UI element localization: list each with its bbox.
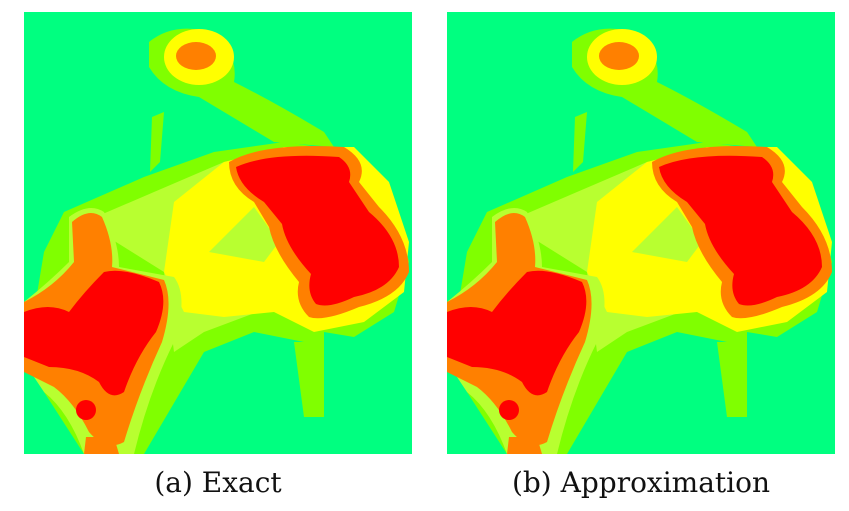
heat-region-15 [499, 400, 519, 420]
heatmap-approximation-image [447, 12, 835, 454]
heat-region-6 [294, 342, 324, 417]
heat-region-14 [24, 270, 164, 396]
heat-region-16 [84, 437, 119, 454]
caption-approximation: (b) Approximation [511, 466, 771, 499]
heat-region-11 [659, 155, 822, 306]
heat-region-5 [573, 112, 587, 172]
heatmap-exact [24, 12, 412, 454]
heat-region-9 [209, 207, 279, 262]
heat-region-9 [632, 207, 702, 262]
heat-region-4 [176, 42, 216, 70]
heat-region-11 [236, 155, 399, 306]
heatmap-exact-image [24, 12, 412, 454]
caption-exact: (a) Exact [154, 466, 282, 499]
heat-region-4 [599, 42, 639, 70]
heat-region-16 [507, 437, 542, 454]
heatmap-approximation [447, 12, 835, 454]
heat-region-14 [447, 270, 587, 396]
heat-region-15 [76, 400, 96, 420]
heat-region-5 [150, 112, 164, 172]
heat-region-6 [717, 342, 747, 417]
